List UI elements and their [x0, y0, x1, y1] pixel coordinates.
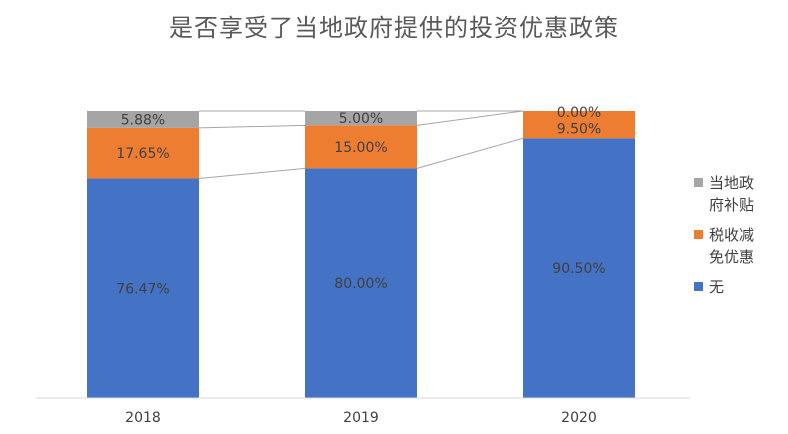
bar-segment-0-2020 [523, 138, 635, 398]
data-label-2-2018: 5.88% [121, 112, 165, 128]
bar-segment-2-2019 [305, 111, 417, 126]
legend-swatch-none [694, 282, 703, 291]
data-label-1-2019: 15.00% [334, 140, 387, 156]
legend-item-subsidy: 当地政府补贴 [694, 172, 784, 216]
bar-segment-2-2018 [87, 111, 199, 128]
data-label-0-2018: 76.47% [116, 281, 169, 297]
legend-label-tax-reduction: 税收减免优惠 [709, 226, 755, 266]
bar-segment-1-2018 [87, 127, 199, 179]
data-label-2-2019: 5.00% [339, 111, 383, 127]
legend: 当地政府补贴 税收减免优惠 无 [694, 172, 784, 306]
legend-swatch-subsidy [694, 178, 703, 187]
chart-title: 是否享受了当地政府提供的投资优惠政策 [169, 14, 619, 42]
series-line-0-0 [198, 167, 306, 180]
data-label-1-2020: 9.50% [557, 122, 601, 138]
bar-segment-1-2020 [523, 111, 635, 139]
data-label-2-2020: 0.00% [557, 105, 601, 121]
legend-item-tax-reduction: 税收减免优惠 [694, 224, 784, 268]
bar-segment-0-2018 [87, 178, 199, 398]
series-line-0-1 [416, 137, 524, 169]
bar-segment-0-2019 [305, 168, 417, 398]
legend-label-none: 无 [709, 278, 725, 296]
data-label-0-2020: 90.50% [552, 261, 605, 277]
series-line-1-1 [416, 110, 524, 126]
bar-segment-1-2019 [305, 125, 417, 169]
data-label-0-2019: 80.00% [334, 276, 387, 292]
legend-swatch-tax-reduction [694, 230, 703, 239]
series-line-1-0 [198, 124, 306, 129]
legend-label-subsidy: 当地政府补贴 [709, 174, 755, 214]
data-label-1-2018: 17.65% [116, 146, 169, 162]
x-tick-label-2019: 2019 [343, 410, 379, 426]
x-tick-label-2018: 2018 [125, 410, 161, 426]
legend-item-none: 无 [694, 276, 784, 298]
x-tick-label-2020: 2020 [561, 410, 597, 426]
